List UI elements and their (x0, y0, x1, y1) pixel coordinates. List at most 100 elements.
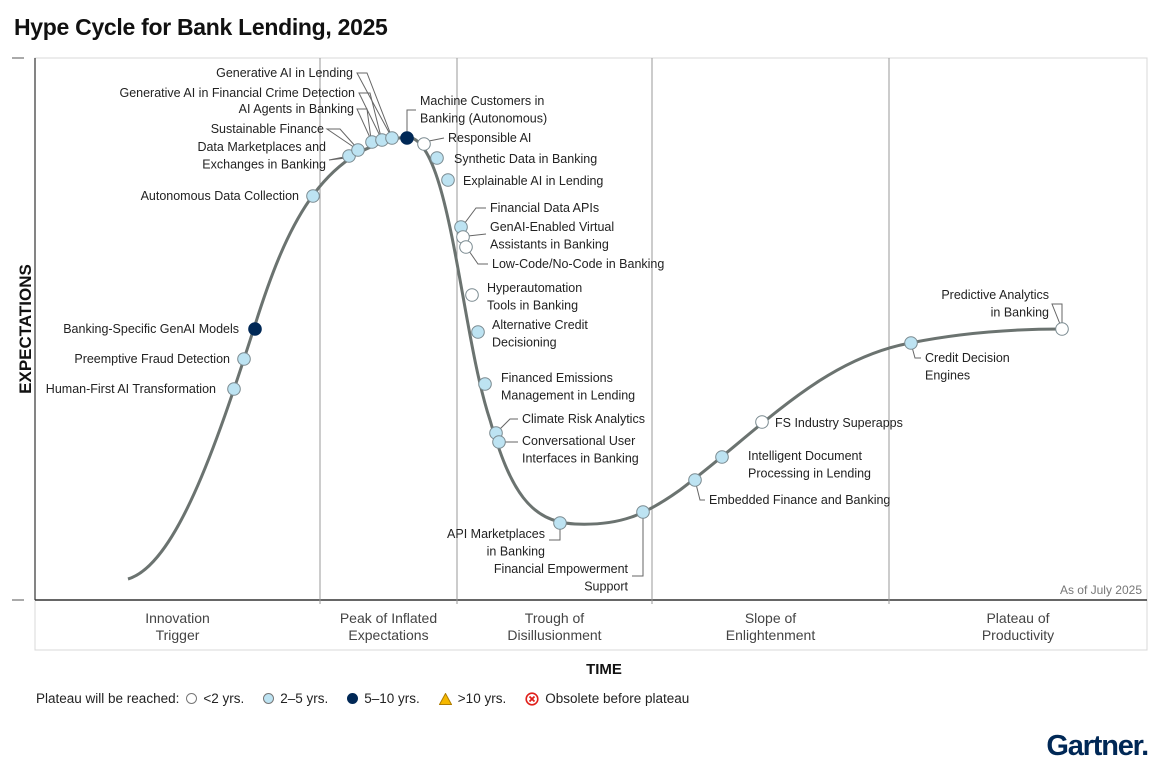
phase-label: Trigger (156, 627, 200, 643)
technology-marker: Sustainable Finance (211, 122, 365, 157)
technology-dot (227, 382, 241, 396)
technology-label: Assistants in Banking (490, 238, 609, 252)
technology-dot (465, 288, 479, 302)
light-blue-circle-icon (263, 693, 275, 704)
technology-dot (351, 143, 365, 157)
technology-marker: Financial Empowerment Support (494, 505, 650, 594)
technology-label: Generative AI in Lending (216, 66, 353, 80)
gartner-logo: Gartner. (1046, 730, 1149, 762)
as-of-date: As of July 2025 (1060, 583, 1142, 597)
technology-label: Climate Risk Analytics (522, 412, 645, 426)
technology-label: AI Agents in Banking (239, 102, 354, 116)
technology-label: Conversational User (522, 434, 635, 448)
triangle-icon (438, 692, 452, 705)
phase-label: Productivity (982, 627, 1054, 643)
technology-dot (237, 352, 251, 366)
technology-marker: Intelligent Document Processing in Lendin… (715, 449, 871, 481)
legend-item-5to10: 5–10 yrs. (347, 691, 420, 706)
technology-marker: Credit Decision Engines (904, 336, 1010, 383)
leader-line (356, 108, 373, 143)
technology-label: Human-First AI Transformation (46, 382, 216, 396)
legend-item-2to5: 2–5 yrs. (263, 691, 328, 706)
technology-dot (492, 435, 506, 449)
technology-marker: Embedded Finance and Banking (688, 473, 890, 507)
technology-label: GenAI-Enabled Virtual (490, 220, 614, 234)
technology-dot (553, 516, 567, 530)
technology-label: in Banking (991, 306, 1049, 320)
white-circle-icon (186, 693, 198, 704)
technology-dot (755, 415, 769, 429)
phase-label: Enlightenment (726, 627, 816, 643)
technology-dot (1055, 322, 1069, 336)
technology-dot (715, 450, 729, 464)
technology-label: Interfaces in Banking (522, 452, 639, 466)
phase-label: Peak of Inflated (340, 610, 437, 626)
technology-marker: Hyperautomation Tools in Banking (465, 281, 582, 313)
technology-label: Tools in Banking (487, 299, 578, 313)
technology-label: Synthetic Data in Banking (454, 152, 597, 166)
obsolete-x-icon (525, 691, 539, 706)
technology-label: Predictive Analytics (941, 288, 1049, 302)
technology-label: in Banking (487, 545, 545, 559)
technology-label: Preemptive Fraud Detection (74, 352, 230, 366)
technology-label: Embedded Finance and Banking (709, 493, 890, 507)
technology-marker: Synthetic Data in Banking (430, 151, 597, 166)
technology-label: Responsible AI (448, 131, 531, 145)
technology-dot (636, 505, 650, 519)
navy-circle-icon (347, 693, 359, 704)
technology-marker: FS Industry Superapps (755, 415, 903, 430)
phase-label: Plateau of (986, 610, 1049, 626)
technology-label: Engines (925, 369, 970, 383)
technology-dot (306, 189, 320, 203)
legend-prefix: Plateau will be reached: (36, 691, 180, 706)
technology-dot (471, 325, 485, 339)
technology-label: Decisioning (492, 336, 557, 350)
phase-label: Slope of (745, 610, 796, 626)
leader-line (325, 128, 359, 151)
leader-line (358, 92, 383, 141)
technology-marker: Human-First AI Transformation (46, 382, 241, 396)
technology-dot (385, 131, 399, 145)
technology-label: Sustainable Finance (211, 122, 324, 136)
technology-label: Explainable AI in Lending (463, 174, 603, 188)
leader-line (1051, 303, 1063, 330)
technology-dot (430, 151, 444, 165)
phase-label: Expectations (348, 627, 428, 643)
technology-marker: Low-Code/No-Code in Banking (459, 240, 664, 271)
technology-marker: Data Marketplaces and Exchanges in Bankin… (197, 140, 356, 172)
technology-marker: Responsible AI (417, 131, 531, 151)
technology-label: Low-Code/No-Code in Banking (492, 257, 664, 271)
legend-item-gt10: >10 yrs. (438, 691, 506, 706)
leader-line (356, 72, 393, 139)
technology-label: Processing in Lending (748, 467, 871, 481)
technology-dot (478, 377, 492, 391)
technology-label: Financial Empowerment (494, 562, 629, 576)
legend: Plateau will be reached: <2 yrs. 2–5 yrs… (36, 691, 701, 706)
y-axis-label: EXPECTATIONS (16, 264, 35, 394)
technology-marker: Predictive Analytics in Banking (941, 288, 1069, 336)
technology-marker: Climate Risk Analytics (489, 412, 645, 440)
chart-title: Hype Cycle for Bank Lending, 2025 (14, 14, 388, 40)
technology-marker: Financed Emissions Management in Lending (478, 371, 635, 403)
technology-label: Financial Data APIs (490, 201, 599, 215)
technology-marker: Machine Customers in Banking (Autonomous) (400, 94, 547, 145)
legend-item-obsolete: Obsolete before plateau (525, 691, 689, 706)
phase-label: Disillusionment (507, 627, 601, 643)
technology-label: Exchanges in Banking (202, 158, 326, 172)
technology-label: Machine Customers in (420, 94, 544, 108)
technology-marker: Generative AI in Lending (216, 66, 399, 145)
technology-label: API Marketplaces (447, 527, 545, 541)
technology-marker: Conversational User Interfaces in Banking (492, 434, 639, 466)
technology-dot (688, 473, 702, 487)
technology-dot (441, 173, 455, 187)
technology-label: Alternative Credit (492, 318, 588, 332)
phase-label: Trough of (525, 610, 585, 626)
technology-label: Management in Lending (501, 389, 635, 403)
plot-area (34, 57, 1148, 601)
technology-marker: Preemptive Fraud Detection (74, 352, 251, 366)
technology-marker: API Marketplaces in Banking (447, 516, 567, 559)
technology-marker: Alternative Credit Decisioning (471, 318, 588, 350)
technology-label: Hyperautomation (487, 281, 582, 295)
technology-dot (459, 240, 473, 254)
